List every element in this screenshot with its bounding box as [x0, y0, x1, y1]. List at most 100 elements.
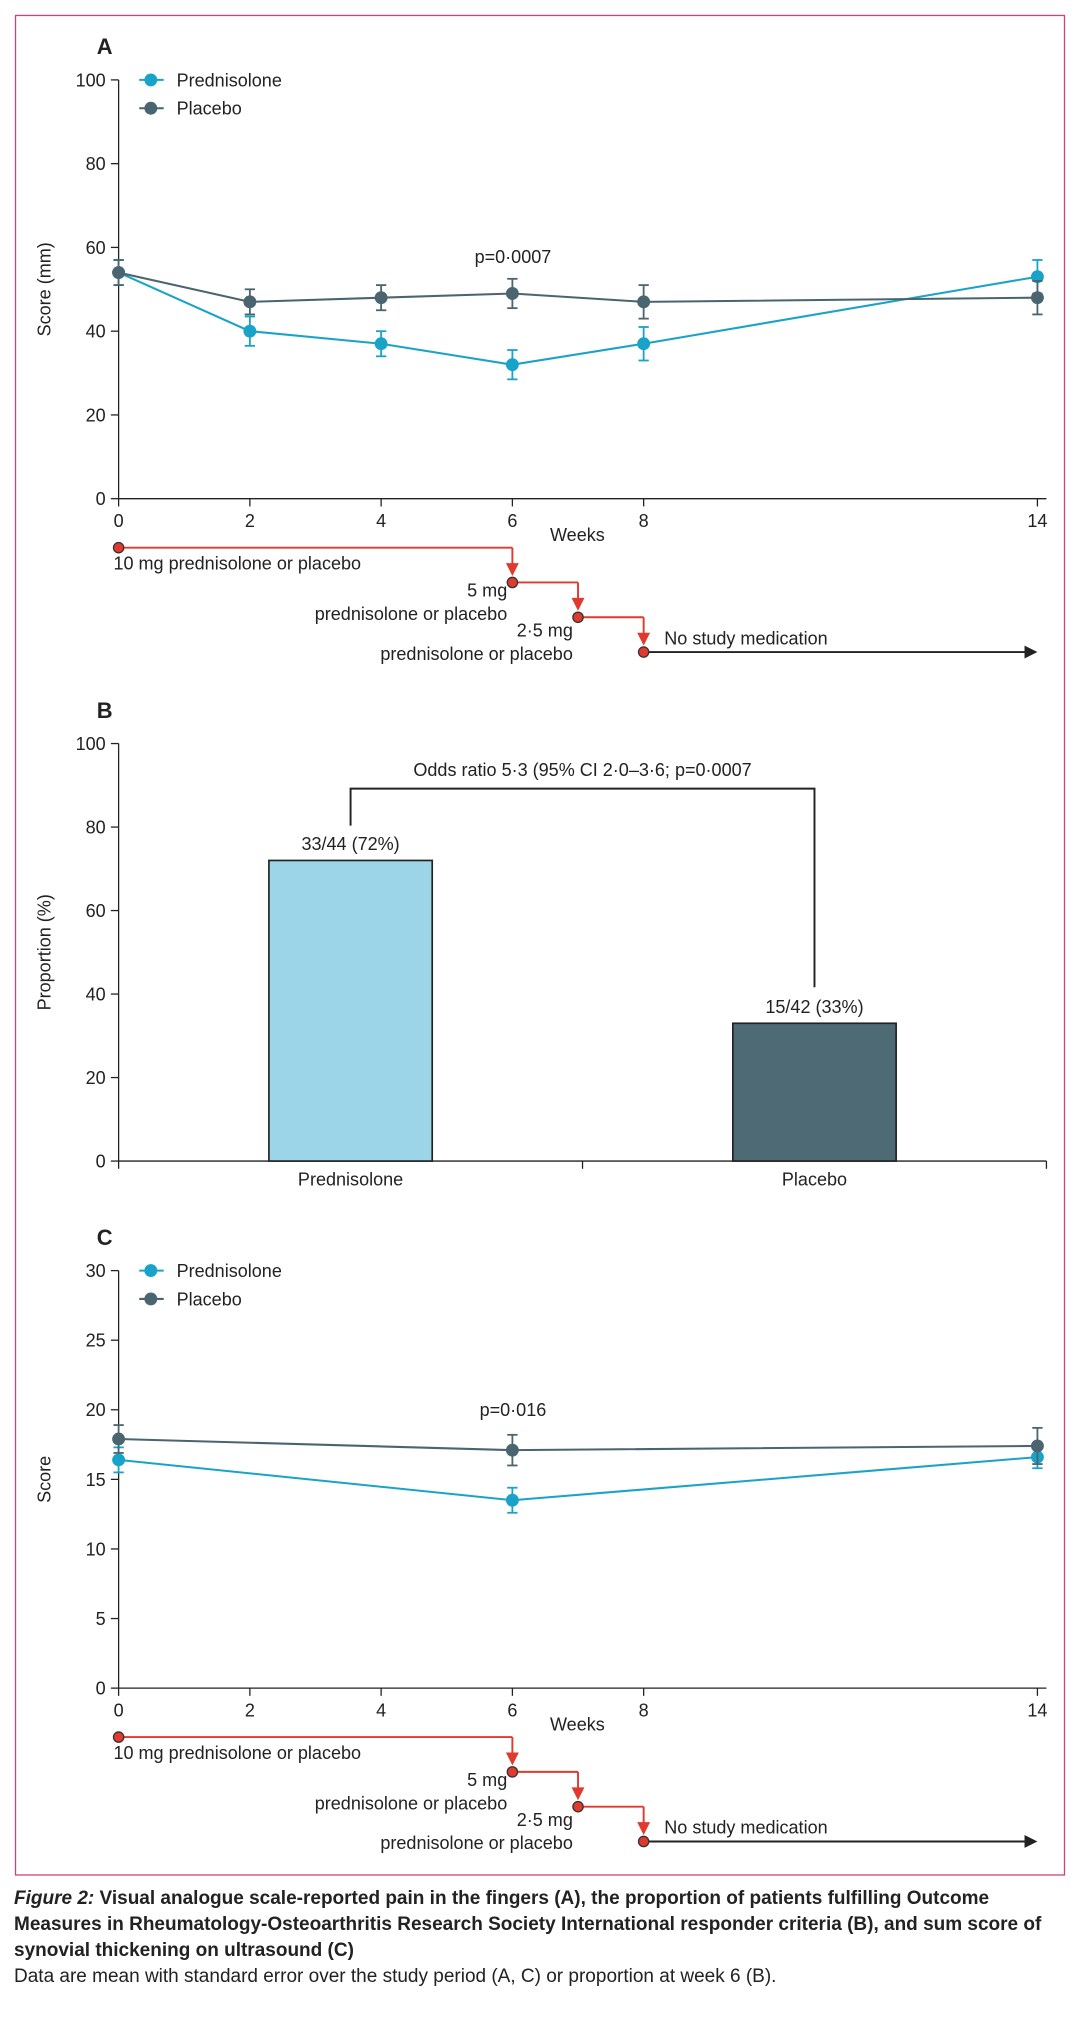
point — [505, 287, 519, 300]
schedule-arrow — [637, 1822, 651, 1836]
schedule-label: No study medication — [664, 1818, 827, 1838]
y-tick-label: 0 — [96, 1152, 106, 1172]
x-tick-label: 14 — [1027, 1700, 1047, 1720]
schedule-arrow — [571, 1787, 585, 1801]
schedule-label: prednisolone or placebo — [380, 644, 572, 664]
schedule-dot — [572, 611, 584, 624]
caption: Figure 2: Visual analogue scale-reported… — [14, 1886, 1069, 1990]
legend-label: Prednisolone — [177, 70, 282, 90]
schedule-arrow — [505, 563, 519, 577]
y-tick-label: 20 — [86, 1068, 106, 1088]
point — [1030, 270, 1044, 284]
schedule-arrow — [1024, 1835, 1038, 1848]
value-label: 15/42 (33%) — [765, 997, 863, 1017]
point — [505, 358, 519, 372]
panel-label: C — [97, 1225, 113, 1250]
x-tick-label: 6 — [507, 511, 517, 531]
schedule-arrow — [505, 1752, 519, 1766]
schedule-label: 10 mg prednisolone or placebo — [113, 554, 361, 574]
x-tick-label: 2 — [245, 511, 255, 531]
y-tick-label: 10 — [86, 1539, 106, 1559]
bar — [268, 859, 434, 1162]
x-tick-label: 14 — [1027, 511, 1047, 531]
schedule-dot — [506, 576, 519, 589]
y-tick-label: 0 — [96, 1679, 106, 1699]
annotation: p=0·0007 — [475, 247, 552, 267]
point — [505, 1493, 519, 1507]
legend-marker — [144, 73, 158, 87]
schedule-label: prednisolone or placebo — [315, 604, 507, 624]
legend-marker — [144, 101, 158, 115]
x-tick-label: 0 — [114, 1700, 124, 1720]
schedule-label: prednisolone or placebo — [380, 1833, 572, 1853]
legend-label: Prednisolone — [177, 1261, 282, 1281]
y-tick-label: 20 — [86, 1400, 106, 1420]
point — [1030, 1439, 1044, 1453]
point — [112, 1453, 126, 1467]
schedule-arrow — [1024, 645, 1038, 659]
y-tick-label: 60 — [86, 901, 106, 921]
y-tick-label: 40 — [86, 985, 106, 1005]
y-tick-label: 60 — [86, 238, 106, 258]
y-tick-label: 0 — [96, 489, 106, 509]
y-axis-label: Score — [34, 1456, 54, 1503]
point — [505, 1443, 519, 1457]
y-tick-label: 25 — [86, 1331, 106, 1351]
series-line — [118, 271, 1038, 303]
series-line — [118, 1456, 1038, 1502]
point — [112, 266, 126, 279]
x-tick-label: 4 — [376, 511, 386, 531]
point — [112, 1432, 126, 1446]
y-tick-label: 40 — [86, 322, 106, 342]
caption-title-block: Figure 2: Visual analogue scale-reported… — [14, 1888, 1041, 1961]
y-tick-label: 100 — [76, 734, 106, 754]
y-tick-label: 15 — [86, 1470, 106, 1490]
schedule-label: 2·5 mg — [517, 1810, 573, 1830]
panel-label: B — [97, 698, 113, 723]
point — [374, 337, 388, 351]
series-line — [118, 1437, 1038, 1452]
legend-marker — [144, 1264, 158, 1278]
schedule-dot — [637, 1835, 650, 1848]
x-tick-label: 0 — [114, 511, 124, 531]
y-axis-label: Proportion (%) — [34, 894, 54, 1010]
x-tick-label: Prednisolone — [298, 1170, 403, 1190]
x-axis-label: Weeks — [550, 525, 605, 545]
schedule-dot — [637, 646, 650, 658]
annotation: p=0·016 — [480, 1400, 547, 1420]
legend-label: Placebo — [177, 1289, 242, 1309]
schedule-dot — [572, 1800, 584, 1813]
x-tick-label: 8 — [639, 1700, 649, 1720]
point — [374, 291, 388, 305]
caption-label: Figure 2: — [14, 1888, 95, 1909]
schedule-label: 5 mg — [467, 581, 507, 601]
x-tick-label: Placebo — [782, 1170, 847, 1190]
bar — [731, 1022, 897, 1162]
y-tick-label: 100 — [76, 70, 106, 90]
schedule-label: 10 mg prednisolone or placebo — [113, 1743, 361, 1763]
panel-label: A — [97, 34, 113, 59]
point — [243, 324, 257, 338]
value-label: 33/44 (72%) — [301, 834, 399, 854]
x-tick-label: 2 — [245, 1700, 255, 1720]
y-axis-label: Score (mm) — [34, 242, 54, 336]
x-tick-label: 4 — [376, 1700, 386, 1720]
y-tick-label: 80 — [86, 154, 106, 174]
legend-label: Placebo — [177, 99, 242, 119]
caption-note: Data are mean with standard error over t… — [14, 1966, 777, 1987]
schedule-arrow — [571, 597, 585, 611]
bracket — [349, 787, 816, 988]
x-axis-label: Weeks — [550, 1715, 605, 1735]
y-tick-label: 80 — [86, 817, 106, 837]
y-tick-label: 5 — [96, 1609, 106, 1629]
x-tick-label: 8 — [639, 511, 649, 531]
schedule-label: 5 mg — [467, 1770, 507, 1790]
frame — [14, 14, 1066, 1876]
y-tick-label: 30 — [86, 1261, 106, 1281]
point — [637, 337, 651, 351]
schedule-arrow — [637, 632, 651, 646]
y-tick-label: 20 — [86, 405, 106, 425]
schedule-dot — [112, 1731, 125, 1743]
